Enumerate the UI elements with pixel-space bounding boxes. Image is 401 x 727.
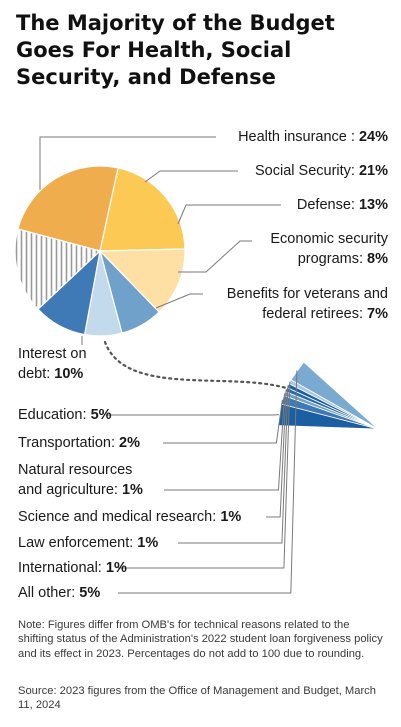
fan-leader-natural-resources [164,393,285,491]
label-law-enforcement: Law enforcement: 1% [18,535,159,551]
leader-veterans-benefits [155,293,203,309]
breakdown-arrow [103,340,321,413]
label-interest-on-debt: Interest on debt: 10% [18,346,87,382]
label-international: International: 1% [18,560,127,576]
label-transportation: Transportation: 2% [18,435,140,451]
pie-slice-social-security [99,167,186,252]
chart-title: The Majority of the Budget Goes For Heal… [16,11,335,89]
breakdown-fan [277,361,379,430]
label-all-other: All other: 5% [18,585,101,601]
label-natural-resources: Natural resources and agriculture: 1% [18,462,143,498]
label-health-insurance: Health insurance : 24% [238,129,388,145]
budget-pie-chart [14,136,379,594]
leader-health-insurance [39,136,216,190]
pie-slice-other-spending [14,228,102,311]
fan-leader-all-other [118,370,298,594]
label-defense: Defense: 13% [296,197,388,213]
leader-defense [177,204,281,225]
label-social-security: Social Security: 21% [255,163,388,179]
label-science-research: Science and medical research: 1% [18,509,242,525]
footnote: Note: Figures differ from OMB's for tech… [18,619,383,660]
label-education: Education: 5% [18,407,112,423]
source-note: Source: 2023 figures from the Office of … [18,685,376,712]
pie-slice-defense [98,248,186,313]
label-veterans-benefits: Benefits for veterans and federal retire… [226,286,388,322]
fan-leader-transportation [163,399,283,444]
pie-slices [14,165,186,337]
fan-leader-law-enforcement [178,385,289,544]
fan-leader-science-research [266,389,287,518]
pie-leader-lines [39,136,281,345]
label-economic-security: Economic security programs: 8% [270,231,388,267]
breakdown-leader-lines [106,370,298,594]
leader-social-security [144,170,238,183]
fan-leader-international [118,381,291,569]
pie-slice-health-insurance [17,165,119,252]
leader-economic-security [178,240,252,273]
